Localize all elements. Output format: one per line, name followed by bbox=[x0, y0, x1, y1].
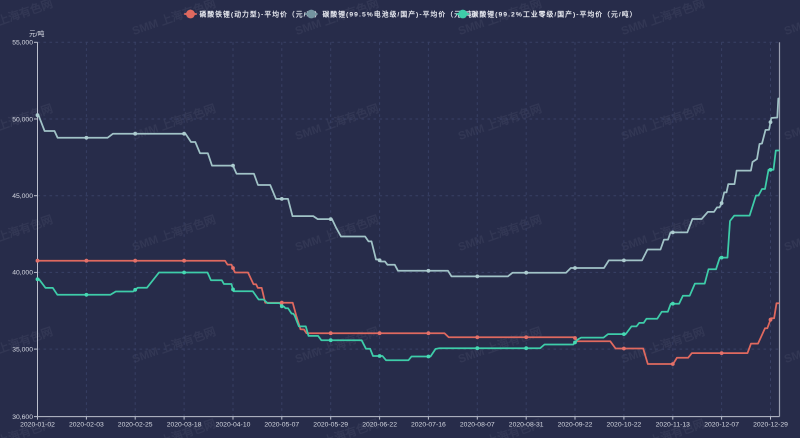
svg-text:2020-02-25: 2020-02-25 bbox=[118, 422, 153, 429]
svg-text:45,000: 45,000 bbox=[12, 193, 33, 200]
svg-text:2020-11-13: 2020-11-13 bbox=[656, 422, 690, 429]
svg-text:2020-08-07: 2020-08-07 bbox=[460, 422, 495, 429]
svg-text:碳酸锂(99.2%工业零级/国产)-平均价（元/吨）: 碳酸锂(99.2%工业零级/国产)-平均价（元/吨） bbox=[472, 9, 638, 18]
svg-text:2020-08-31: 2020-08-31 bbox=[509, 422, 544, 429]
svg-text:2020-10-22: 2020-10-22 bbox=[607, 422, 642, 429]
svg-text:2020-07-16: 2020-07-16 bbox=[411, 422, 446, 429]
svg-text:35,000: 35,000 bbox=[12, 346, 33, 353]
svg-text:2020-05-29: 2020-05-29 bbox=[313, 422, 348, 429]
svg-text:2020-02-03: 2020-02-03 bbox=[69, 422, 104, 429]
svg-text:碳酸锂(99.5%电池级/国产)-平均价（元/吨）: 碳酸锂(99.5%电池级/国产)-平均价（元/吨） bbox=[323, 9, 481, 18]
svg-text:40,000: 40,000 bbox=[12, 270, 33, 277]
svg-text:50,000: 50,000 bbox=[12, 116, 33, 123]
svg-text:2020-04-10: 2020-04-10 bbox=[216, 422, 251, 429]
svg-text:2020-01-02: 2020-01-02 bbox=[20, 422, 55, 429]
svg-text:30,600: 30,600 bbox=[12, 414, 33, 421]
svg-text:2020-05-07: 2020-05-07 bbox=[264, 422, 299, 429]
svg-text:2020-03-18: 2020-03-18 bbox=[167, 422, 202, 429]
svg-text:元/吨: 元/吨 bbox=[29, 29, 45, 38]
svg-text:磷酸铁锂(动力型)-平均价（元/吨）: 磷酸铁锂(动力型)-平均价（元/吨） bbox=[200, 9, 323, 18]
svg-text:55,000: 55,000 bbox=[12, 40, 33, 47]
svg-text:2020-12-29: 2020-12-29 bbox=[753, 422, 788, 429]
svg-text:2020-06-22: 2020-06-22 bbox=[362, 422, 397, 429]
svg-text:2020-12-07: 2020-12-07 bbox=[704, 422, 739, 429]
svg-text:2020-09-22: 2020-09-22 bbox=[558, 422, 593, 429]
